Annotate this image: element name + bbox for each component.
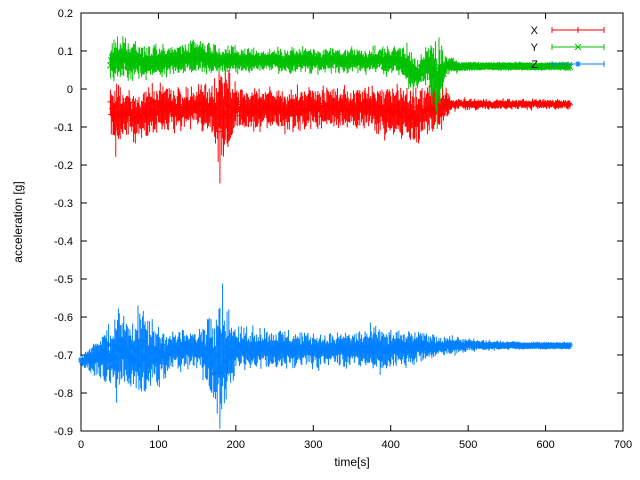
data-marker [433,96,441,104]
series-Y [107,36,574,129]
series-X [107,54,573,184]
data-series [78,36,574,429]
series-Z [78,283,573,429]
x-tick-label: 0 [78,439,84,451]
plot-border [80,12,624,432]
data-marker [367,337,373,344]
y-tick-label: 0 [67,84,73,96]
y-tick-label: -0.7 [54,350,73,362]
x-tick-label: 100 [149,439,167,451]
x-tick-label: 500 [459,439,477,451]
y-tick-label: -0.1 [54,122,73,134]
data-marker [290,52,298,60]
x-tick-label: 600 [536,439,554,451]
data-marker [285,341,292,347]
y-tick-label: -0.6 [54,312,73,324]
x-tick-label: 300 [304,439,322,451]
y-tick-label: 0.1 [58,46,73,58]
y-tick-label: 0.2 [58,8,73,20]
y-tick-label: -0.5 [54,274,73,286]
data-marker [160,343,166,349]
y-tick-label: -0.8 [54,388,73,400]
x-tick-label: 400 [382,439,400,451]
data-marker [348,53,356,61]
data-marker [310,52,317,60]
data-marker [122,50,129,58]
y-tick-label: -0.4 [54,236,73,248]
data-marker [565,61,573,69]
y-tick-label: -0.9 [54,426,73,438]
axes: -0.9 -0.8 -0.7 -0.6 -0.5 -0.4 -0.3 -0.2 -0.1 0 0.1… [54,8,632,451]
x-tick-label: 700 [614,439,632,451]
x-tick-label: 200 [227,439,245,451]
y-tick-label: -0.2 [54,160,73,172]
y-tick-label: -0.3 [54,198,73,210]
data-marker [152,54,160,62]
data-marker [277,55,284,62]
data-marker [566,63,574,71]
